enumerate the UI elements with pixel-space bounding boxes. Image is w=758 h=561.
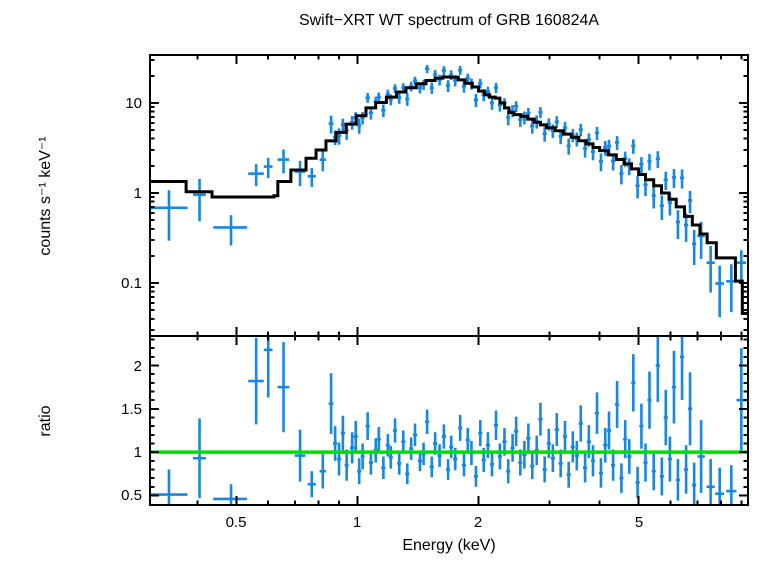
ytick-1: 1 [134,185,142,202]
ytick-0p5: 0.5 [121,487,142,504]
xtick-1: 1 [353,514,361,531]
ytick-10: 10 [125,95,142,112]
axes-frame-and-ticks [149,54,749,506]
xtick-2: 2 [474,514,482,531]
x-axis-label: Energy (keV) [402,537,495,554]
x-tick-labels: 0.5 1 2 5 [226,514,644,531]
y-axis-label-counts: counts s⁻¹ keV⁻¹ [37,136,54,255]
model-line [151,75,747,315]
xtick-5: 5 [635,514,643,531]
chart-title: Swift−XRT WT spectrum of GRB 160824A [299,12,599,29]
ratio-data-points [151,337,747,504]
y-tick-labels-top: 10 1 0.1 [121,95,142,292]
ytick-1-ratio: 1 [134,444,142,461]
ytick-0p1: 0.1 [121,275,142,292]
xtick-0p5: 0.5 [226,514,247,531]
ytick-1p5: 1.5 [121,401,142,418]
y-tick-labels-bottom: 2 1.5 1 0.5 [121,358,142,504]
spectrum-data-points [151,64,747,318]
ytick-2: 2 [134,358,142,375]
y-axis-label-ratio: ratio [37,405,54,436]
